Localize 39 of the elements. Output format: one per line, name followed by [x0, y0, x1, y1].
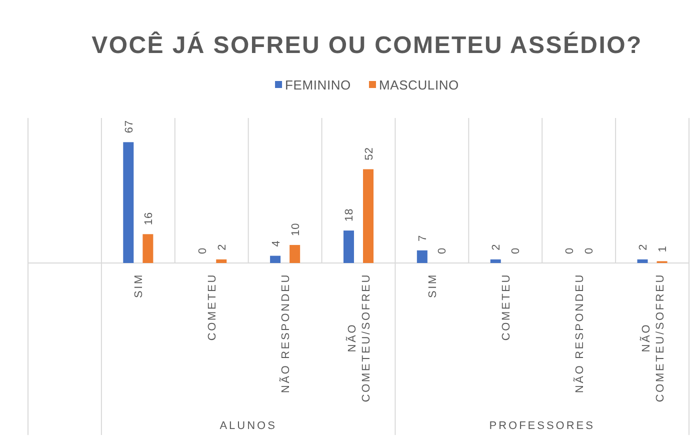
bar [290, 244, 300, 263]
legend-label: FEMININO [285, 78, 351, 92]
data-label: 10 [290, 222, 302, 236]
chart-title: VOCÊ JÁ SOFREU OU COMETEU ASSÉDIO? [92, 31, 642, 59]
legend-label: MASCULINO [378, 78, 459, 92]
text: ALUNOS [220, 420, 277, 432]
data-label: 2 [490, 244, 503, 250]
data-label: 0 [196, 247, 209, 254]
bar [270, 256, 281, 263]
bar [416, 250, 428, 263]
bar [490, 259, 501, 263]
x-tick-label: SIM [133, 272, 146, 298]
text: PROFESSORES [489, 420, 595, 432]
bar [343, 230, 354, 263]
data-label: 1 [657, 246, 670, 252]
bar [142, 234, 154, 263]
x-tick-label: NÃO RESPONDEU [279, 272, 292, 393]
data-label: 7 [417, 234, 430, 242]
data-label: 2 [216, 244, 228, 250]
x-tick-label: NÃO COMETEU/SOFREU [346, 273, 372, 402]
bar [216, 259, 227, 263]
data-label: 0 [436, 247, 449, 254]
data-label: 0 [510, 247, 522, 254]
x-tick-label: NÃO RESPONDEU [572, 272, 586, 393]
x-tick-label: NÃO COMETEU/SOFREU [639, 273, 666, 402]
x-tick-label: SIM [426, 272, 439, 298]
data-label: 67 [123, 120, 136, 134]
data-label: 52 [363, 146, 376, 160]
bar [363, 169, 374, 263]
data-label: 4 [270, 240, 282, 247]
data-label: 0 [564, 247, 576, 254]
x-tick-label: COMETEU [206, 272, 219, 341]
data-label: 16 [142, 212, 155, 226]
data-label: 18 [344, 208, 356, 222]
x-tick-label: COMETEU [500, 272, 512, 341]
data-label: 2 [638, 244, 650, 250]
bar [123, 142, 134, 263]
bar [637, 259, 648, 263]
data-label: 0 [584, 247, 596, 254]
